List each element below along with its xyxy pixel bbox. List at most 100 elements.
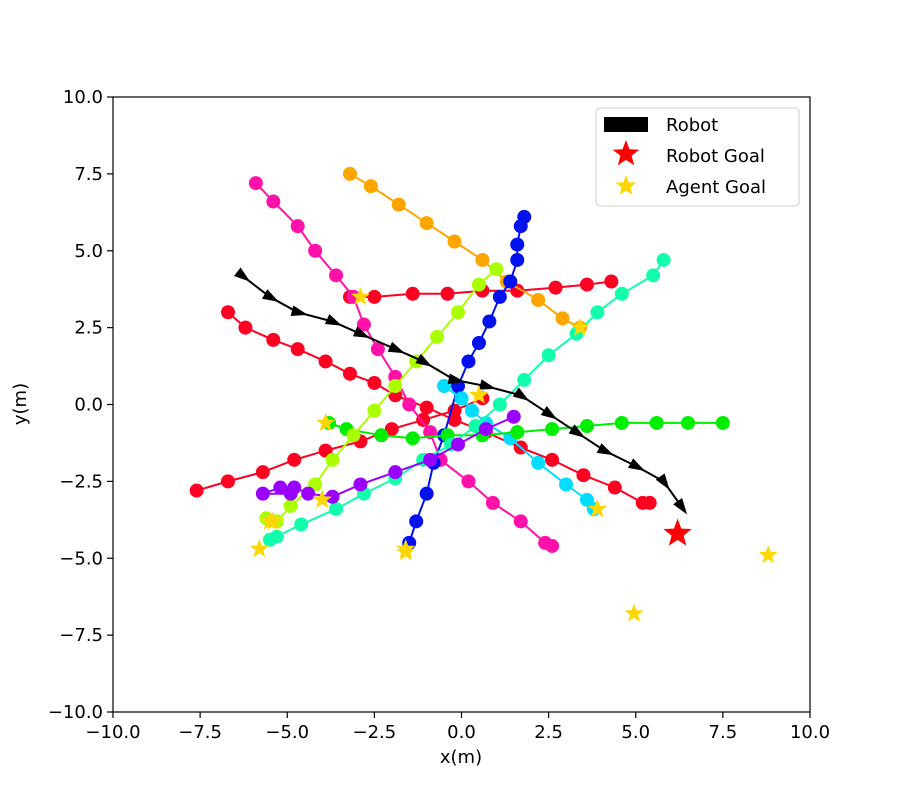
agent-position-dot xyxy=(346,428,360,442)
agent-position-dot xyxy=(681,416,695,430)
agent-position-dot xyxy=(301,487,315,501)
y-axis-ticks: −10.0 −7.5 −5.0 −2.5 0.0 2.5 5.0 7.5 10.0 xyxy=(48,87,113,723)
agent-position-dot xyxy=(353,477,367,491)
agent-position-dot xyxy=(608,481,622,495)
agent-position-dot xyxy=(284,499,298,513)
agent-position-dot xyxy=(531,456,545,470)
agent-position-dot xyxy=(493,290,507,304)
agent-position-dot xyxy=(643,496,657,510)
agent-position-dot xyxy=(367,404,381,418)
agent-position-dot xyxy=(190,484,204,498)
agent-position-dot xyxy=(646,268,660,282)
agent-position-dot xyxy=(479,422,493,436)
legend-robot-swatch xyxy=(604,117,648,132)
legend-label-robot-goal: Robot Goal xyxy=(666,146,765,167)
y-axis-label: y(m) xyxy=(10,383,31,425)
y-tick-label: 5.0 xyxy=(74,241,103,262)
agent-position-dot xyxy=(657,253,671,267)
agent-position-dot xyxy=(420,401,434,415)
agent-position-dot xyxy=(545,422,559,436)
agent-position-dot xyxy=(545,453,559,467)
x-tick-label: 0.0 xyxy=(447,722,476,743)
agent-position-dot xyxy=(545,539,559,553)
agent-position-dot xyxy=(448,235,462,249)
agent-position-dot xyxy=(507,410,521,424)
agent-position-dot xyxy=(308,244,322,258)
agent-position-dot xyxy=(343,367,357,381)
agent-position-dot xyxy=(716,416,730,430)
agent-position-dot xyxy=(374,428,388,442)
legend-label-agent-goal: Agent Goal xyxy=(666,177,766,198)
agent-position-dot xyxy=(256,487,270,501)
agent-position-dot xyxy=(319,354,333,368)
agent-position-dot xyxy=(430,330,444,344)
agent-position-dot xyxy=(329,502,343,516)
agent-position-dot xyxy=(461,354,475,368)
agent-position-dot xyxy=(441,287,455,301)
agent-position-dot xyxy=(542,348,556,362)
agent-position-dot xyxy=(604,275,618,289)
x-tick-label: −2.5 xyxy=(353,722,397,743)
agent-position-dot xyxy=(367,376,381,390)
agent-position-dot xyxy=(486,496,500,510)
agent-position-dot xyxy=(482,314,496,328)
agent-position-dot xyxy=(249,176,263,190)
y-tick-label: 7.5 xyxy=(74,164,103,185)
agent-position-dot xyxy=(326,453,340,467)
y-tick-label: 2.5 xyxy=(74,318,103,339)
agent-position-dot xyxy=(503,275,517,289)
agent-position-dot xyxy=(343,167,357,181)
legend-label-robot: Robot xyxy=(666,115,718,136)
agent-position-dot xyxy=(420,487,434,501)
agent-position-dot xyxy=(531,293,545,307)
agent-position-dot xyxy=(238,321,252,335)
x-tick-label: 5.0 xyxy=(621,722,650,743)
agent-position-dot xyxy=(406,431,420,445)
agent-position-dot xyxy=(388,465,402,479)
agent-position-dot xyxy=(364,179,378,193)
agent-position-dot xyxy=(392,198,406,212)
agent-position-dot xyxy=(266,333,280,347)
agent-position-dot xyxy=(549,281,563,295)
agent-position-dot xyxy=(221,474,235,488)
agent-position-dot xyxy=(472,278,486,292)
agent-position-dot xyxy=(284,487,298,501)
x-tick-label: −10.0 xyxy=(85,722,140,743)
agent-position-dot xyxy=(451,437,465,451)
agent-position-dot xyxy=(388,379,402,393)
agent-position-dot xyxy=(455,391,469,405)
x-tick-label: −5.0 xyxy=(265,722,309,743)
agent-position-dot xyxy=(590,305,604,319)
agent-position-dot xyxy=(465,404,479,418)
agent-position-dot xyxy=(423,453,437,467)
agent-position-dot xyxy=(221,305,235,319)
agent-position-dot xyxy=(461,474,475,488)
agent-position-dot xyxy=(367,290,381,304)
agent-position-dot xyxy=(420,216,434,230)
agent-position-dot xyxy=(615,416,629,430)
y-tick-label: −2.5 xyxy=(59,471,103,492)
agent-position-dot xyxy=(510,238,524,252)
agent-position-dot xyxy=(409,514,423,528)
x-tick-label: 7.5 xyxy=(709,722,738,743)
agent-position-dot xyxy=(287,453,301,467)
agent-position-dot xyxy=(510,425,524,439)
agent-position-dot xyxy=(294,517,308,531)
x-axis-label: x(m) xyxy=(440,747,482,768)
legend: Robot Robot Goal Agent Goal xyxy=(596,108,799,206)
x-tick-label: 10.0 xyxy=(790,722,830,743)
agent-position-dot xyxy=(402,398,416,412)
agent-position-dot xyxy=(489,262,503,276)
agent-position-dot xyxy=(451,305,465,319)
agent-position-dot xyxy=(650,416,664,430)
agent-position-dot xyxy=(493,398,507,412)
agent-position-dot xyxy=(510,253,524,267)
y-tick-label: −5.0 xyxy=(59,548,103,569)
agent-position-dot xyxy=(580,278,594,292)
agent-position-dot xyxy=(406,287,420,301)
agent-position-dot xyxy=(266,195,280,209)
y-tick-label: 10.0 xyxy=(63,87,103,108)
agent-position-dot xyxy=(291,219,305,233)
agent-position-dot xyxy=(475,253,489,267)
x-tick-label: −7.5 xyxy=(178,722,222,743)
